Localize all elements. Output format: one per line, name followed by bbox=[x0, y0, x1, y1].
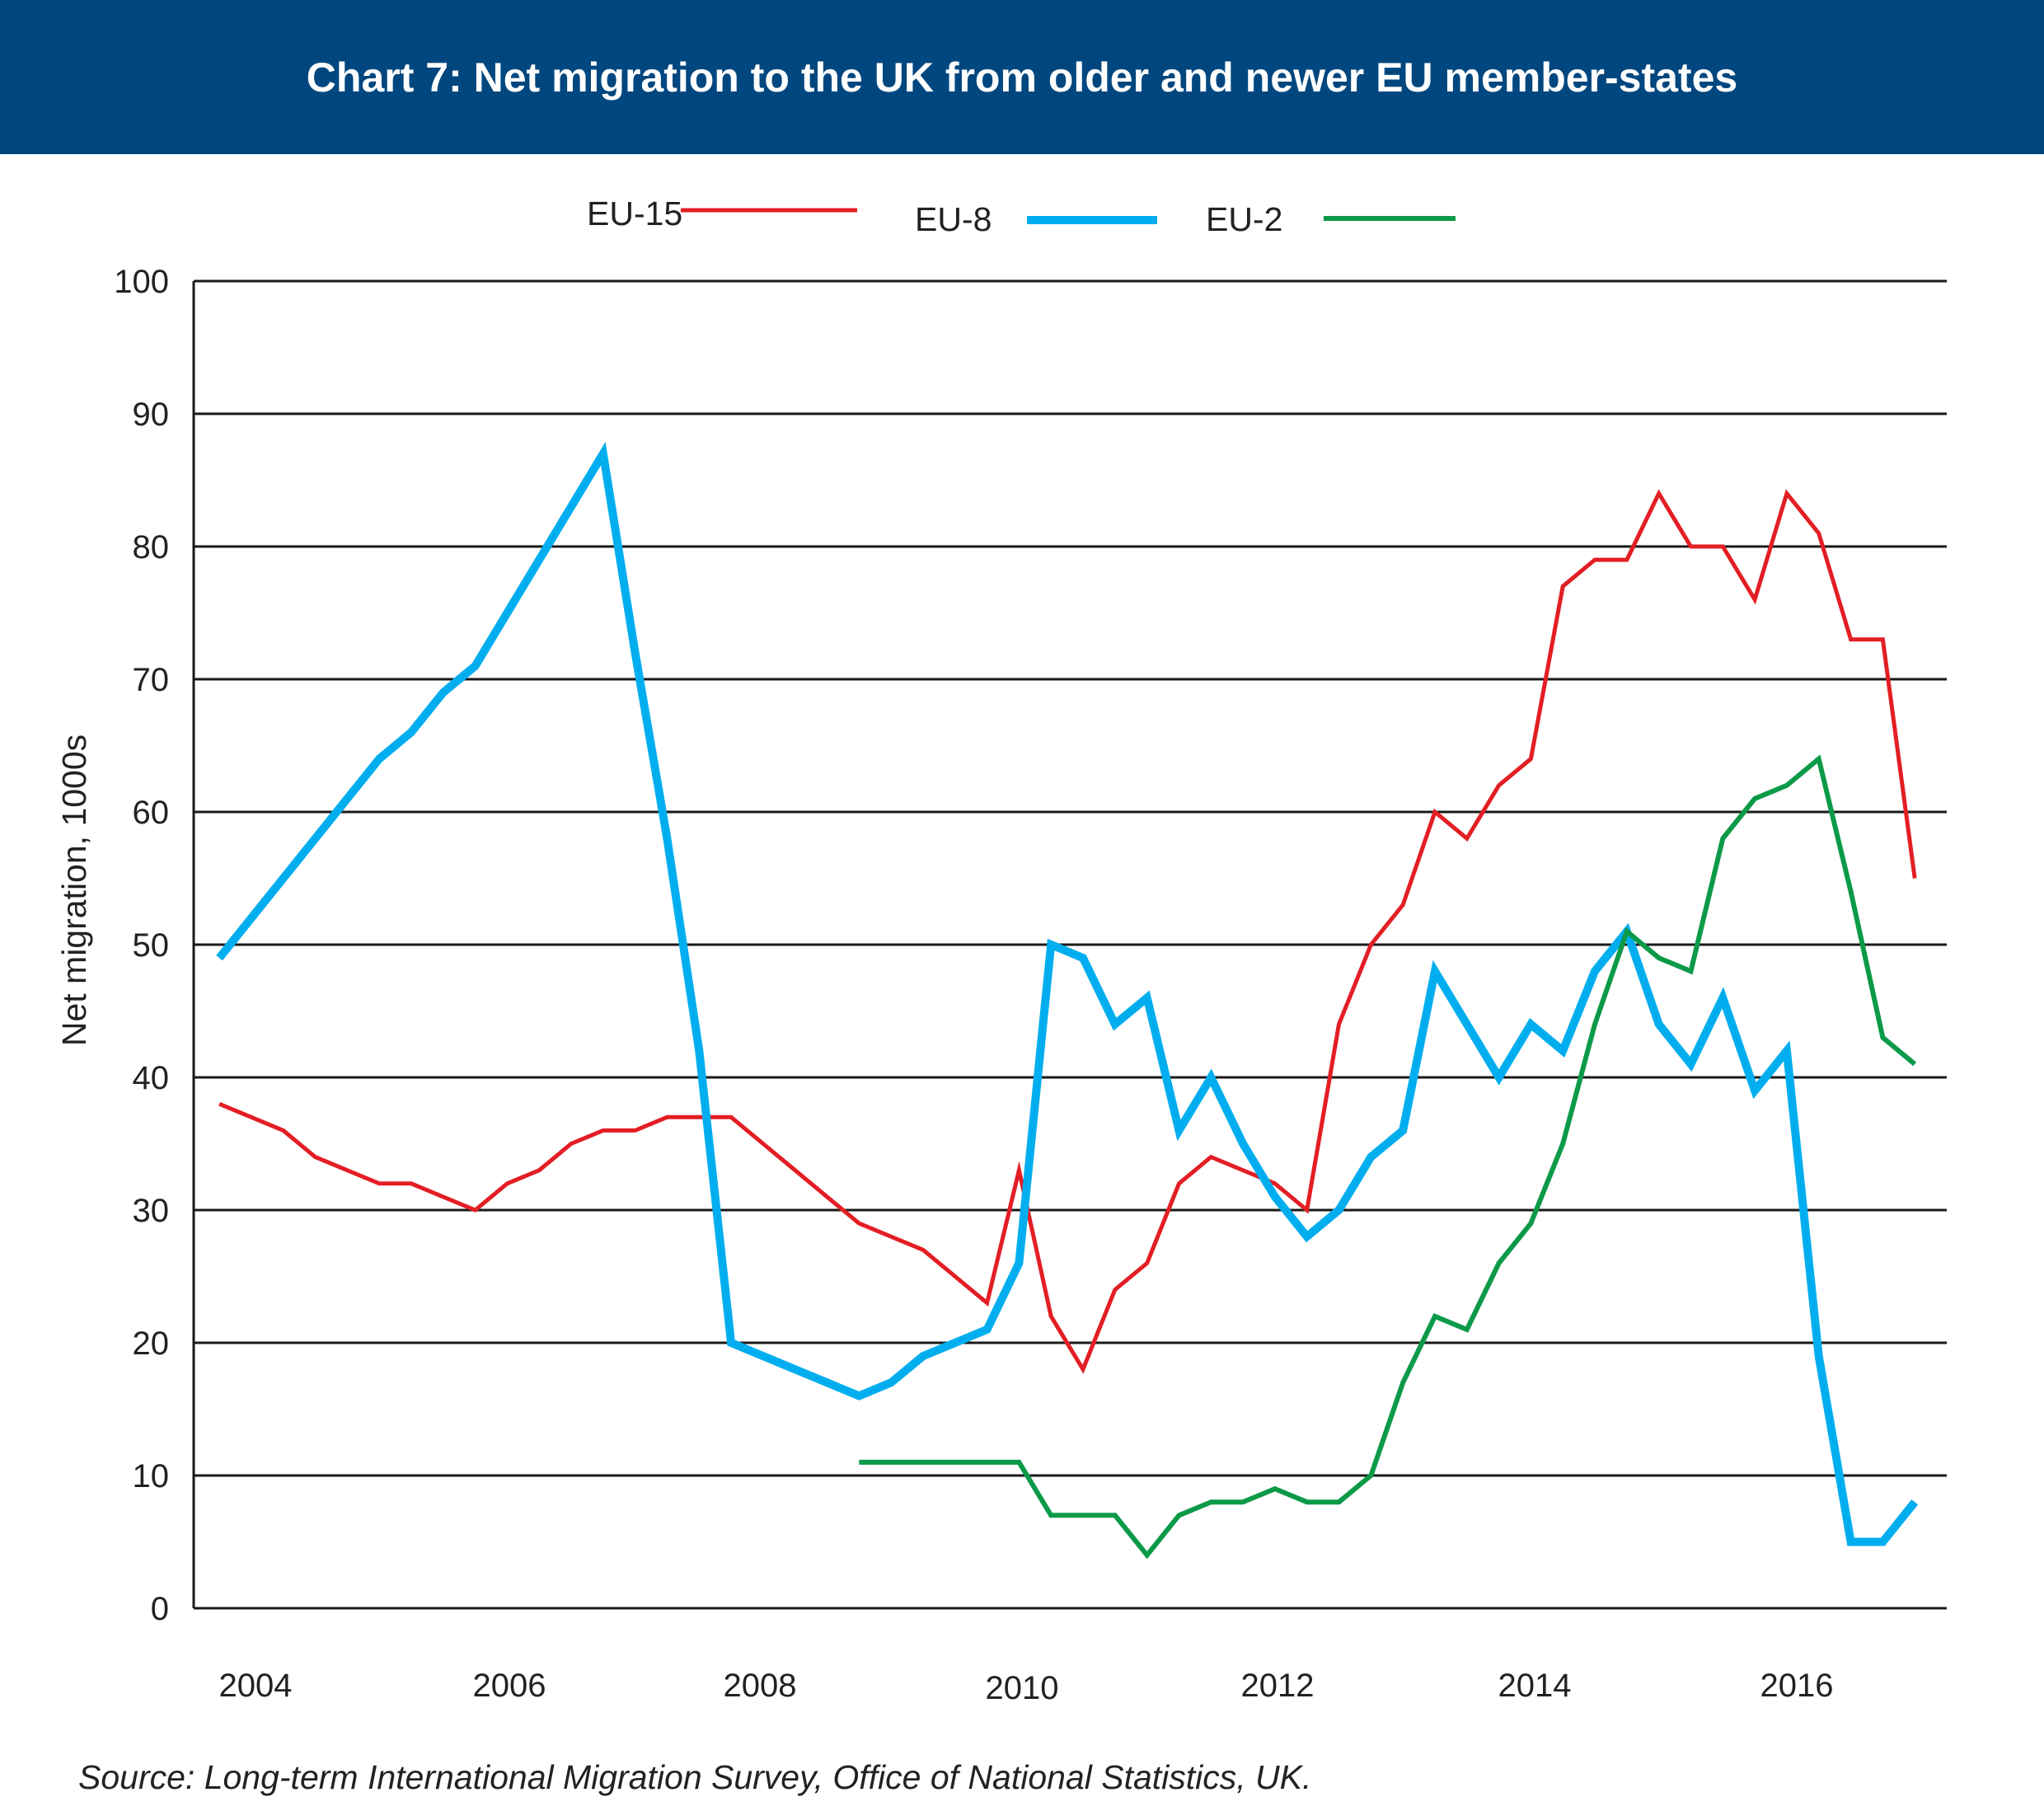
y-tick-label: 70 bbox=[133, 662, 170, 698]
x-tick-label: 2004 bbox=[219, 1668, 293, 1704]
y-tick-label: 50 bbox=[133, 927, 170, 964]
x-tick-labels: 2004 2006 2008 2010 2012 2014 2016 bbox=[219, 1668, 1834, 1706]
gridlines bbox=[192, 279, 1947, 1610]
legend: EU-15 EU-8 EU-2 bbox=[587, 195, 1456, 238]
series-lines bbox=[216, 442, 1919, 1560]
legend-label-eu-15: EU-15 bbox=[587, 195, 682, 232]
y-tick-label: 10 bbox=[133, 1458, 170, 1494]
x-tick-label: 2008 bbox=[724, 1668, 797, 1704]
series-line-eu-15 bbox=[218, 489, 1917, 1374]
x-tick-label: 2010 bbox=[986, 1670, 1059, 1706]
y-tick-label: 60 bbox=[133, 795, 170, 831]
x-tick-label: 2006 bbox=[473, 1668, 546, 1704]
y-tick-label: 0 bbox=[151, 1591, 169, 1627]
chart-title-bar: Chart 7: Net migration to the UK from ol… bbox=[0, 0, 2044, 154]
y-tick-label: 20 bbox=[133, 1325, 170, 1362]
y-axis-label: Net migration, 1000s bbox=[55, 734, 93, 1046]
y-tick-label: 100 bbox=[114, 264, 169, 300]
source-note: Source: Long-term International Migratio… bbox=[78, 1758, 1312, 1796]
y-tick-labels: 0 10 20 30 40 50 60 70 80 90 100 bbox=[114, 264, 169, 1627]
legend-label-eu-2: EU-2 bbox=[1206, 200, 1282, 238]
x-tick-label: 2012 bbox=[1241, 1668, 1315, 1704]
series-line-eu-2 bbox=[859, 754, 1917, 1560]
y-tick-label: 90 bbox=[133, 396, 170, 433]
x-tick-label: 2014 bbox=[1498, 1668, 1572, 1704]
y-tick-label: 30 bbox=[133, 1193, 170, 1229]
chart-title: Chart 7: Net migration to the UK from ol… bbox=[306, 54, 1738, 101]
x-tick-label: 2016 bbox=[1760, 1668, 1834, 1704]
legend-label-eu-8: EU-8 bbox=[915, 200, 992, 238]
y-tick-label: 80 bbox=[133, 529, 170, 565]
series-line-eu-8 bbox=[216, 442, 1919, 1546]
y-tick-label: 40 bbox=[133, 1060, 170, 1096]
